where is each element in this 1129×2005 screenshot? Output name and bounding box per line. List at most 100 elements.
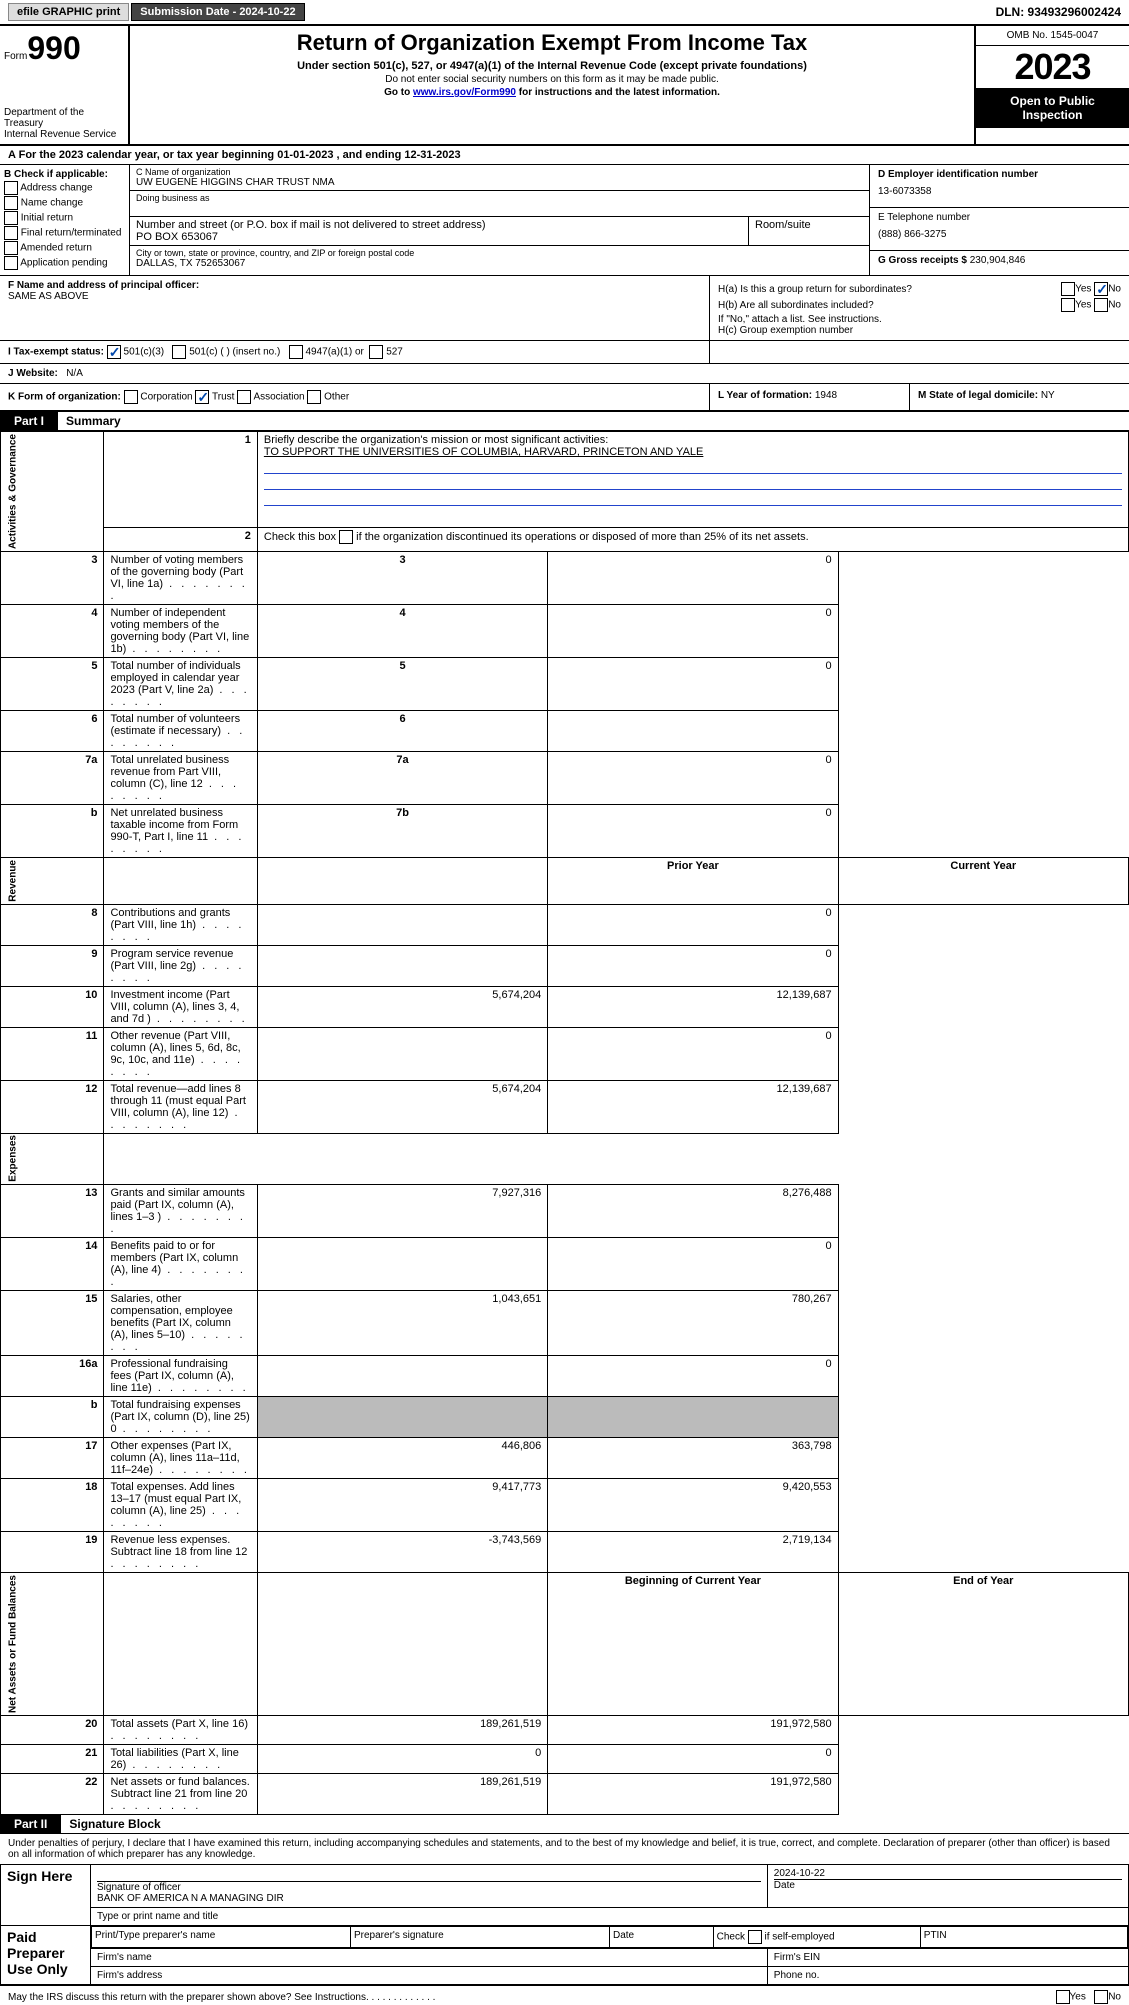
- section-I: I Tax-exempt status: 501(c)(3) 501(c) ( …: [0, 341, 709, 363]
- check-corp[interactable]: [124, 390, 138, 404]
- check-trust[interactable]: [195, 390, 209, 404]
- form-subtitle: Under section 501(c), 527, or 4947(a)(1)…: [134, 60, 970, 72]
- submission-date-button[interactable]: Submission Date - 2024-10-22: [131, 3, 304, 21]
- tax-year: 2023: [976, 46, 1129, 88]
- part2-bar: Part II Signature Block: [0, 1815, 1129, 1834]
- check-name-change[interactable]: Name change: [4, 196, 125, 210]
- part2-number: Part II: [0, 1815, 61, 1833]
- form-number: 990: [27, 30, 80, 67]
- check-initial-return[interactable]: Initial return: [4, 211, 125, 225]
- summary-table: Activities & Governance 1 Briefly descri…: [0, 431, 1129, 1815]
- Hb-yes-check[interactable]: [1061, 298, 1075, 312]
- section-C: C Name of organization UW EUGENE HIGGINS…: [130, 165, 869, 275]
- line2: Check this box if the organization disco…: [257, 528, 1128, 552]
- section-J: J Website: N/A: [0, 364, 1129, 384]
- discuss-yes[interactable]: [1056, 1990, 1070, 2004]
- part2-title: Signature Block: [61, 1815, 168, 1833]
- section-Hc-empty: [709, 341, 1129, 363]
- line2-check[interactable]: [339, 530, 353, 544]
- section-B: B Check if applicable: Address change Na…: [0, 165, 130, 275]
- irs-link[interactable]: www.irs.gov/Form990: [413, 87, 516, 98]
- row-IJ: I Tax-exempt status: 501(c)(3) 501(c) ( …: [0, 341, 1129, 364]
- open-public: Open to Public Inspection: [976, 88, 1129, 128]
- Ha-yes-check[interactable]: [1061, 282, 1075, 296]
- org-name-cell: C Name of organization UW EUGENE HIGGINS…: [130, 165, 869, 191]
- Hb-no-check[interactable]: [1094, 298, 1108, 312]
- form-note-1: Do not enter social security numbers on …: [134, 74, 970, 85]
- side-revenue: Revenue: [1, 858, 104, 905]
- dept-treasury: Department of the Treasury: [4, 107, 124, 129]
- street-address: PO BOX 653067: [136, 231, 742, 243]
- Hb-label: H(b) Are all subordinates included?: [718, 300, 874, 311]
- section-M: M State of legal domicile: NY: [909, 384, 1129, 410]
- ein-cell: D Employer identification number 13-6073…: [870, 165, 1129, 208]
- header-right: OMB No. 1545-0047 2023 Open to Public In…: [974, 26, 1129, 144]
- hdr-current: Current Year: [838, 858, 1128, 905]
- check-final-return[interactable]: Final return/terminated: [4, 226, 125, 240]
- street-cell: Number and street (or P.O. box if mail i…: [130, 217, 749, 245]
- side-governance: Activities & Governance: [1, 432, 104, 552]
- part1-bar: Part I Summary: [0, 412, 1129, 431]
- gross-cell: G Gross receipts $ 230,904,846: [870, 251, 1129, 270]
- phone-cell: E Telephone number (888) 866-3275: [870, 208, 1129, 251]
- Hb-note: If "No," attach a list. See instructions…: [718, 314, 1121, 325]
- line1-value: TO SUPPORT THE UNIVERSITIES OF COLUMBIA,…: [264, 446, 704, 458]
- dept-irs: Internal Revenue Service: [4, 129, 124, 140]
- paid-preparer-label: Paid Preparer Use Only: [1, 1926, 91, 1985]
- discuss-row: May the IRS discuss this return with the…: [0, 1985, 1129, 2005]
- website-value: N/A: [66, 368, 83, 379]
- form-title: Return of Organization Exempt From Incom…: [134, 30, 970, 56]
- check-4947[interactable]: [289, 345, 303, 359]
- part2-text: Under penalties of perjury, I declare th…: [0, 1834, 1129, 1864]
- section-H: H(a) Is this a group return for subordin…: [709, 276, 1129, 340]
- check-501c3[interactable]: [107, 345, 121, 359]
- omb-number: OMB No. 1545-0047: [976, 26, 1129, 46]
- discuss-no[interactable]: [1094, 1990, 1108, 2004]
- check-assoc[interactable]: [237, 390, 251, 404]
- check-other[interactable]: [307, 390, 321, 404]
- form-note-2: Go to www.irs.gov/Form990 for instructio…: [134, 87, 970, 98]
- signature-table: Sign Here Signature of officerBANK OF AM…: [0, 1864, 1129, 1985]
- section-K: K Form of organization: Corporation Trus…: [0, 384, 709, 410]
- org-name: UW EUGENE HIGGINS CHAR TRUST NMA: [136, 177, 863, 188]
- section-F: F Name and address of principal officer:…: [0, 276, 709, 340]
- side-expenses: Expenses: [1, 1133, 104, 1185]
- topbar-left: efile GRAPHIC print Submission Date - 20…: [8, 3, 305, 21]
- line-A: A For the 2023 calendar year, or tax yea…: [0, 146, 1129, 165]
- dln-label: DLN: 93493296002424: [996, 5, 1121, 19]
- city-cell: City or town, state or province, country…: [130, 246, 869, 271]
- check-501c[interactable]: [172, 345, 186, 359]
- check-amended[interactable]: Amended return: [4, 241, 125, 255]
- row-FH: F Name and address of principal officer:…: [0, 276, 1129, 341]
- phone-value: (888) 866-3275: [878, 223, 1121, 246]
- header-left: Form 990 Department of the Treasury Inte…: [0, 26, 130, 144]
- row-KLM: K Form of organization: Corporation Trus…: [0, 384, 1129, 412]
- form-label: Form: [4, 51, 27, 62]
- self-employed-check[interactable]: [748, 1930, 762, 1944]
- form-header: Form 990 Department of the Treasury Inte…: [0, 26, 1129, 146]
- dba-cell: Doing business as: [130, 191, 869, 217]
- hdr-prior: Prior Year: [548, 858, 838, 905]
- efile-button[interactable]: efile GRAPHIC print: [8, 3, 129, 21]
- check-app-pending[interactable]: Application pending: [4, 256, 125, 270]
- side-net: Net Assets or Fund Balances: [1, 1573, 104, 1716]
- room-cell: Room/suite: [749, 217, 869, 245]
- Ha-no-check[interactable]: [1094, 282, 1108, 296]
- Hc-label: H(c) Group exemption number: [718, 325, 1121, 336]
- header-mid: Return of Organization Exempt From Incom…: [130, 26, 974, 144]
- section-L: L Year of formation: 1948: [709, 384, 909, 410]
- sign-here-label: Sign Here: [1, 1865, 91, 1926]
- section-B-label: B Check if applicable:: [4, 169, 125, 180]
- check-527[interactable]: [369, 345, 383, 359]
- check-address-change[interactable]: Address change: [4, 181, 125, 195]
- part1-title: Summary: [58, 412, 129, 430]
- line1-label: Briefly describe the organization's miss…: [264, 434, 608, 446]
- city-state-zip: DALLAS, TX 752653067: [136, 258, 863, 269]
- main-info-block: B Check if applicable: Address change Na…: [0, 165, 1129, 276]
- section-D: D Employer identification number 13-6073…: [869, 165, 1129, 275]
- part1-number: Part I: [0, 412, 58, 430]
- hdr-end: End of Year: [838, 1573, 1128, 1716]
- topbar: efile GRAPHIC print Submission Date - 20…: [0, 0, 1129, 26]
- gross-receipts: 230,904,846: [970, 255, 1026, 266]
- Ha-label: H(a) Is this a group return for subordin…: [718, 284, 912, 295]
